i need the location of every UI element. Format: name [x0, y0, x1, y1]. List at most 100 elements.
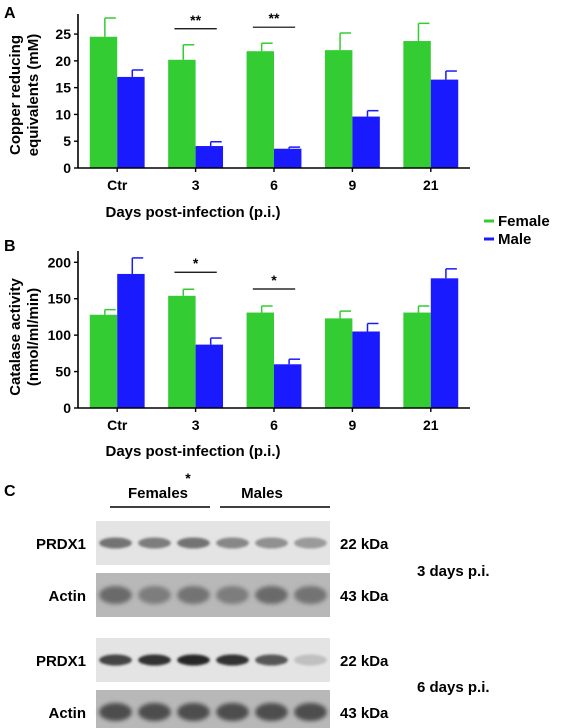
blot-band [294, 703, 327, 721]
blot-band [255, 703, 288, 721]
timepoint-label-3-days: 3 days p.i. [417, 563, 490, 580]
blot-band [138, 537, 171, 549]
chart-a-bar-male [274, 148, 302, 168]
blot-row-label: Actin [49, 705, 87, 722]
chart-b-ytick-label: 50 [55, 364, 71, 380]
chart-b-xtick-label: Ctr [107, 417, 128, 433]
blot-rows: PRDX1 22 kDa Actin 43 kDa PRDX1 22 kDa Actin 43… [36, 521, 389, 728]
chart-b-ytick-label: 200 [48, 254, 72, 270]
chart-b-bar-female [89, 314, 118, 408]
chart-b-ylabel-line2: (nmol/ml/min) [25, 288, 42, 386]
chart-b-bar-female [403, 312, 431, 408]
blot-band [255, 586, 288, 604]
blot-band [216, 537, 249, 549]
blot-band [177, 703, 210, 721]
chart-a-ytick-label: 10 [55, 106, 71, 122]
chart-b-xtick-label: 9 [349, 417, 357, 433]
chart-b-axes: 0 50 100 150 200 Ctr 3 6 9 21 * * [48, 251, 470, 433]
chart-a-xlabel: Days post-infection (p.i.) [105, 204, 280, 221]
blot-strip [96, 690, 330, 728]
chart-b: 0 50 100 150 200 Ctr 3 6 9 21 * * Days post-infecti… [7, 251, 470, 460]
blot-band [294, 586, 327, 604]
chart-a-bar-female [246, 51, 274, 168]
blot-row-label: PRDX1 [36, 536, 86, 553]
panel-b-label: B [4, 238, 16, 255]
blot-row-kda: 43 kDa [340, 588, 389, 605]
chart-b-bar-male [195, 344, 224, 408]
chart-a-bar-female [403, 41, 431, 168]
chart-a-xtick-label: 6 [270, 177, 278, 193]
chart-a-bar-male [195, 146, 224, 168]
chart-b-bar-male [352, 331, 380, 408]
blot-band [216, 703, 249, 721]
chart-a-axes: 0 5 10 15 20 25 Ctr 3 6 9 21 ** ** [55, 10, 470, 193]
blot-band [216, 586, 249, 604]
chart-a-significance-label: ** [190, 12, 201, 28]
chart-a-ytick-label: 0 [63, 160, 71, 176]
blot-row-kda: 43 kDa [340, 705, 389, 722]
blot-strip [96, 573, 330, 617]
blot-band [294, 654, 327, 666]
chart-b-ytick-label: 100 [48, 327, 72, 343]
chart-a-xtick-label: 21 [423, 177, 439, 193]
chart-b-bar-female [168, 295, 196, 408]
panel-c-label: C [4, 483, 16, 500]
blot-row-kda: 22 kDa [340, 653, 389, 670]
blot-band [138, 586, 171, 604]
blot-band [255, 654, 288, 666]
blot-row-label: Actin [49, 588, 87, 605]
chart-a-bar-female [89, 36, 118, 168]
group-label-females: Females [128, 485, 188, 502]
group-label-males: Males [241, 485, 283, 502]
blot-band [216, 654, 249, 666]
chart-b-xtick-label: 21 [423, 417, 439, 433]
blot-band [177, 586, 210, 604]
blot-band [138, 703, 171, 721]
timepoint-label-6-days: 6 days p.i. [417, 679, 490, 696]
chart-b-bar-male [117, 273, 145, 408]
chart-b-ytick-label: 150 [48, 291, 72, 307]
significance-star: * [185, 470, 191, 486]
blot-band [99, 703, 132, 721]
chart-b-bar-female [324, 318, 353, 408]
chart-a-ytick-label: 5 [63, 133, 71, 149]
chart-a-ylabel-line2: equivalents (mM) [25, 34, 42, 157]
blot-band [294, 537, 327, 549]
legend-male-label: Male [498, 231, 531, 248]
blot-band [177, 654, 210, 666]
chart-a-bar-male [117, 76, 145, 168]
legend: Female Male [484, 213, 550, 248]
legend-female-label: Female [498, 213, 550, 230]
chart-b-xtick-label: 6 [270, 417, 278, 433]
chart-a-ylabel-line1: Copper reducing [7, 35, 24, 155]
chart-b-bar-male [430, 278, 459, 408]
chart-b-ytick-label: 0 [63, 400, 71, 416]
chart-b-bars [89, 257, 459, 408]
blot-band [99, 537, 132, 549]
chart-a-significance-label: ** [269, 10, 280, 26]
chart-a-bar-male [430, 79, 459, 168]
blot-row-kda: 22 kDa [340, 536, 389, 553]
chart-a-bars [89, 17, 459, 169]
panel-a-label: A [4, 5, 16, 22]
chart-b-xtick-label: 3 [192, 417, 200, 433]
chart-a-ytick-label: 25 [55, 26, 71, 42]
blot-row-label: PRDX1 [36, 653, 86, 670]
blot-band [255, 537, 288, 549]
chart-b-xlabel: Days post-infection (p.i.) [105, 443, 280, 460]
blot-band [138, 654, 171, 666]
chart-a-bar-female [168, 59, 196, 168]
chart-b-significance-label: * [271, 272, 277, 288]
blot-strip [96, 638, 330, 682]
blot-band [177, 537, 210, 549]
chart-a-xtick-label: Ctr [107, 177, 128, 193]
blot-strip [96, 521, 330, 565]
chart-b-ylabel-line1: Catalase activity [7, 278, 24, 396]
chart-b-bar-male [274, 364, 302, 408]
chart-a: 0 5 10 15 20 25 Ctr 3 6 9 21 ** ** Days post-infecti… [7, 10, 470, 221]
blot-band [99, 586, 132, 604]
chart-a-xtick-label: 3 [192, 177, 200, 193]
chart-a-ytick-label: 15 [55, 80, 71, 96]
